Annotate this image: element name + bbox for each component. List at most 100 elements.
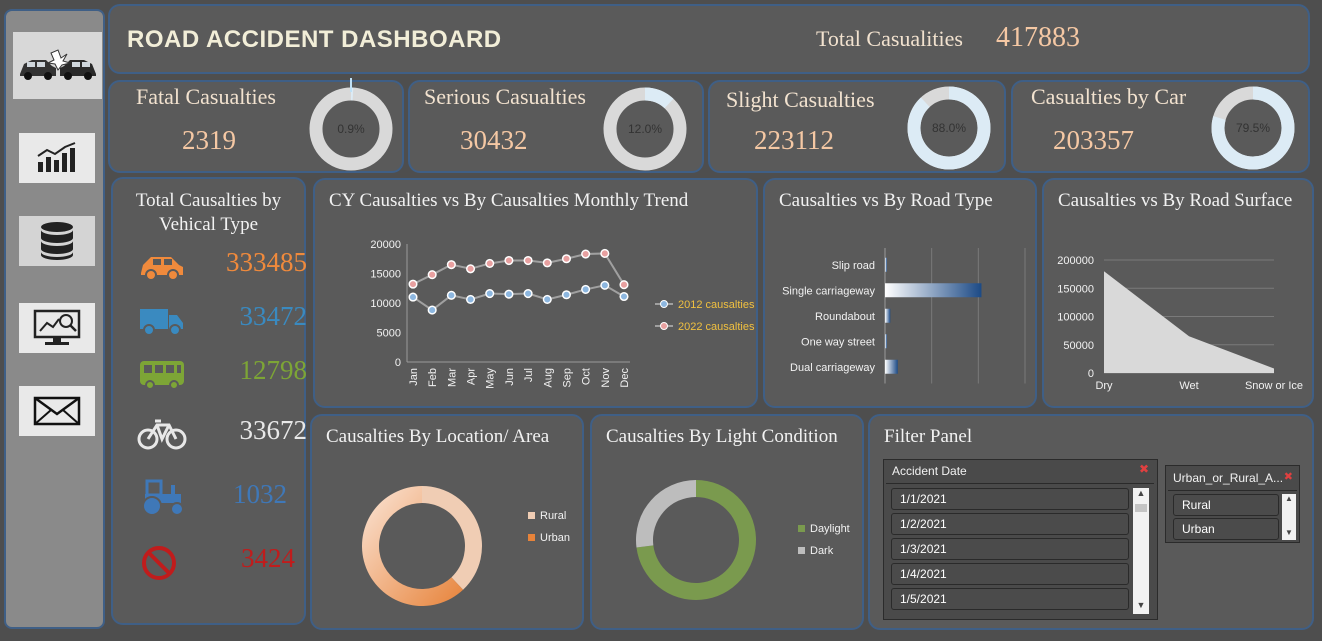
slicer-header: Accident Date (892, 464, 967, 478)
database-icon[interactable] (19, 216, 95, 266)
legend-marker (660, 322, 668, 330)
x-tick-label: Jan (408, 368, 420, 386)
kpi-donut-arc (309, 87, 393, 171)
truck-icon (140, 309, 183, 336)
y-tick-label: 0 (395, 357, 401, 369)
data-point (619, 280, 629, 290)
vehicle-type-panel: Total Causalties by Vehical Type 333485 … (111, 177, 307, 625)
scroll-up-icon[interactable]: ▲ (1285, 494, 1293, 503)
donut-slice (422, 486, 482, 590)
bar (885, 257, 887, 272)
vehicle-row-other: 3424 (137, 537, 307, 585)
slicer-item-date[interactable]: 1/3/2021 (891, 538, 1129, 560)
clear-filter-icon[interactable]: ✖ (1138, 462, 1149, 476)
kpi-donut-label: 12.0% (628, 122, 662, 136)
data-point (427, 270, 437, 280)
analytics-monitor-icon[interactable] (19, 303, 95, 353)
kpi-indicator-tick (350, 78, 352, 92)
y-tick-label: 100000 (1057, 312, 1094, 324)
kpi-card-car: Casualties by Car 203357 79.5% (1011, 80, 1310, 173)
vehicle-row-bicycle: 33672 (137, 409, 307, 457)
data-point (446, 290, 456, 300)
kpi-donut-label: 0.9% (337, 122, 365, 136)
vehicle-title-line2: Vehical Type (158, 214, 259, 235)
category-label: Dual carriageway (790, 362, 875, 374)
kpi-value: 223112 (754, 125, 834, 155)
category-label: Roundabout (815, 311, 875, 323)
x-tick-label: May (485, 368, 497, 389)
monthly-trend-panel: CY Causalties vs By Causalties Monthly T… (313, 178, 758, 408)
filter-panel: Filter Panel Accident Date ✖ 1/1/2021 1/… (868, 414, 1314, 630)
y-tick-label: 15000 (370, 269, 401, 281)
data-point (542, 294, 552, 305)
bus-icon (140, 361, 184, 390)
legend-swatch (528, 534, 535, 541)
vehicle-row-tractor: 1032 (137, 473, 307, 521)
scroll-down-icon[interactable]: ▼ (1136, 600, 1146, 610)
data-point (561, 290, 572, 300)
slicer-item-date[interactable]: 1/1/2021 (891, 488, 1129, 510)
no-entry-icon (142, 546, 176, 580)
donut-slice (636, 480, 696, 548)
mail-icon[interactable] (19, 386, 95, 436)
vehicle-panel-title: Total Causalties by Vehical Type (113, 189, 304, 237)
category-label: One way street (801, 336, 875, 348)
kpi-donut-arc (907, 86, 991, 170)
kpi-donut-label: 79.5% (1236, 121, 1270, 135)
kpi-label: Casualties by Car (1031, 84, 1187, 109)
y-tick-label: 50000 (1063, 340, 1094, 352)
slicer-item-date[interactable]: 1/5/2021 (891, 588, 1129, 610)
kpi-card-serious: Serious Casualties 30432 12.0% (408, 80, 704, 173)
chart-title: Causalties By Location/ Area (326, 426, 550, 447)
kpi-donut: 0.9% (309, 87, 393, 171)
scroll-down-icon[interactable]: ▼ (1285, 528, 1293, 537)
x-tick-label: Jul (523, 368, 535, 382)
vehicle-row-car: 333485 (137, 241, 307, 289)
data-point (485, 258, 495, 269)
slicer-item-area[interactable]: Urban (1173, 518, 1279, 540)
legend-swatch (798, 547, 805, 554)
slicer-item-date[interactable]: 1/2/2021 (891, 513, 1129, 535)
slicer-item-area[interactable]: Rural (1173, 494, 1279, 516)
data-point (561, 254, 572, 264)
bar (885, 334, 887, 349)
vehicle-title-line1: Total Causalties by (135, 190, 282, 211)
slicer-item-date[interactable]: 1/4/2021 (891, 563, 1129, 585)
y-tick-label: 200000 (1057, 255, 1094, 267)
road-type-chart: Slip road Single carriageway Roundabout One… (782, 248, 1026, 384)
vehicle-row-truck: 33472 (137, 295, 307, 343)
date-scrollbar[interactable]: ▲ ▼ (1133, 488, 1149, 614)
x-tick-label: Feb (427, 368, 439, 387)
area-scrollbar[interactable]: ▲ ▼ (1282, 494, 1296, 540)
legend-swatch (528, 512, 535, 519)
scroll-up-icon[interactable]: ▲ (1136, 488, 1146, 498)
chart-title: Causalties vs By Road Type (779, 190, 993, 211)
vehicle-value: 1032 (233, 479, 287, 509)
legend-label: Urban (540, 532, 570, 544)
legend-label: 2022 causalties (678, 321, 755, 333)
crash-cars-icon[interactable] (13, 32, 102, 99)
kpi-card-fatal: Fatal Casualties 2319 0.9% (108, 78, 404, 173)
area-fill (1104, 271, 1274, 373)
urban-rural-slicer: Urban_or_Rural_A... ✖ Rural Urban ▲ ▼ (1165, 465, 1300, 543)
data-point (619, 291, 629, 302)
kpi-label: Slight Casualties (726, 87, 875, 112)
kpi-value: 203357 (1053, 125, 1134, 155)
x-tick-label: Jun (504, 368, 516, 386)
data-point (408, 279, 418, 289)
y-tick-label: 5000 (377, 328, 401, 340)
x-tick-label: Snow or Ice (1245, 380, 1303, 392)
data-point (485, 289, 495, 299)
kpi-card-slight: Slight Casualties 223112 88.0% (708, 80, 1006, 173)
tractor-icon (142, 479, 184, 516)
filter-title: Filter Panel (884, 426, 973, 447)
kpi-donut-arc (1211, 86, 1295, 170)
clear-filter-icon[interactable]: ✖ (1283, 471, 1293, 483)
data-point (427, 305, 437, 315)
vehicle-value: 333485 (226, 247, 307, 277)
location-panel: Causalties By Location/ Area Rural Urban (310, 414, 584, 630)
bicycle-icon (137, 419, 187, 450)
trend-chart-icon[interactable] (19, 133, 95, 183)
category-label: Slip road (832, 260, 875, 272)
